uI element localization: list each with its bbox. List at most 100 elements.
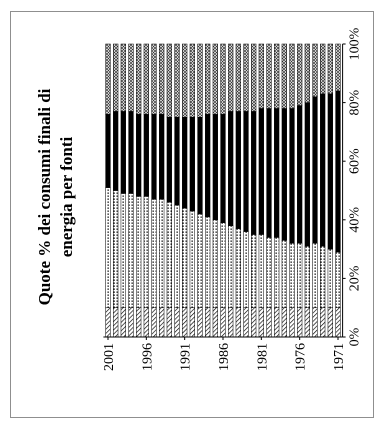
chart-title-line-1: Quote % dei consumi finali di bbox=[35, 88, 54, 305]
category-tick-label: 1981 bbox=[255, 343, 270, 371]
bar-segment-1974-s1 bbox=[312, 307, 318, 338]
bar-segment-1982-s2 bbox=[251, 234, 257, 308]
bar-segment-1988-s2 bbox=[205, 216, 211, 308]
bar-segment-1985-s3 bbox=[228, 111, 234, 226]
bar-segment-1982-s3 bbox=[251, 111, 257, 235]
bar-segment-1993-s3 bbox=[166, 117, 172, 203]
bar-segment-2001-s1 bbox=[105, 307, 111, 338]
bar-segment-1974-s4 bbox=[312, 43, 318, 97]
bar-segment-1974-s3 bbox=[312, 96, 318, 244]
bar-segment-1991-s3 bbox=[182, 117, 188, 209]
bar-segment-1984-s2 bbox=[235, 228, 241, 308]
bar-segment-1999-s1 bbox=[120, 307, 126, 338]
bar-segment-1997-s3 bbox=[136, 114, 142, 197]
category-tick-label: 1986 bbox=[217, 343, 232, 371]
bar-segment-1994-s4 bbox=[159, 43, 165, 115]
bar-segment-1999-s2 bbox=[120, 193, 126, 308]
category-tick-label: 1971 bbox=[332, 343, 347, 371]
bar-segment-1976-s3 bbox=[297, 105, 303, 244]
bar-segment-1981-s2 bbox=[258, 234, 264, 308]
bar-segment-1995-s2 bbox=[151, 199, 157, 308]
bar-segment-1998-s1 bbox=[128, 307, 134, 338]
bar-segment-1992-s2 bbox=[174, 204, 180, 308]
bar-segment-1988-s4 bbox=[205, 43, 211, 115]
bar-segment-2000-s3 bbox=[113, 111, 119, 191]
bar-segment-1973-s2 bbox=[320, 245, 326, 308]
bar-segment-1993-s2 bbox=[166, 201, 172, 308]
value-tick-label: 0% bbox=[348, 327, 363, 346]
bar-segment-1977-s3 bbox=[289, 108, 295, 244]
bar-segment-1989-s2 bbox=[197, 213, 203, 308]
bar-segment-1992-s3 bbox=[174, 117, 180, 206]
bar-segment-1998-s3 bbox=[128, 111, 134, 194]
bar-segment-1987-s4 bbox=[212, 43, 218, 115]
category-tick-label: 1991 bbox=[179, 343, 194, 371]
bar-segment-1978-s4 bbox=[281, 43, 287, 109]
bar-segment-1981-s4 bbox=[258, 43, 264, 109]
bar-segment-1990-s3 bbox=[189, 117, 195, 212]
bar-segment-1986-s2 bbox=[220, 222, 226, 308]
bar-segment-1973-s1 bbox=[320, 307, 326, 338]
bar-segment-1981-s1 bbox=[258, 307, 264, 338]
bar-segment-1971-s4 bbox=[335, 43, 341, 92]
bar-segment-1996-s1 bbox=[143, 307, 149, 338]
chart-root: Quote % dei consumi finali di energia per… bbox=[35, 27, 363, 371]
value-tick-label: 40% bbox=[348, 207, 363, 233]
bar-segment-1976-s4 bbox=[297, 43, 303, 106]
bar-segment-1981-s3 bbox=[258, 108, 264, 235]
bars-group bbox=[105, 43, 341, 338]
bar-segment-1983-s3 bbox=[243, 111, 249, 232]
bar-segment-1991-s1 bbox=[182, 307, 188, 338]
bar-segment-1986-s4 bbox=[220, 43, 226, 115]
chart-frame: Quote % dei consumi finali di energia per… bbox=[10, 11, 374, 418]
value-tick-label: 100% bbox=[348, 27, 363, 60]
bar-segment-1982-s1 bbox=[251, 307, 257, 338]
bar-segment-1989-s1 bbox=[197, 307, 203, 338]
bar-segment-1975-s3 bbox=[304, 102, 310, 247]
bar-segment-1999-s3 bbox=[120, 111, 126, 194]
bar-segment-1971-s3 bbox=[335, 90, 341, 253]
bar-segment-1996-s3 bbox=[143, 114, 149, 197]
bar-segment-1995-s1 bbox=[151, 307, 157, 338]
chart-title-line-2: energia per fonti bbox=[57, 136, 76, 257]
bar-segment-1984-s4 bbox=[235, 43, 241, 112]
bar-segment-1983-s2 bbox=[243, 231, 249, 308]
axes-group: 100% 80% 60% 40% 20% 0%1971 1976 1981 1986 1991 19… bbox=[102, 27, 363, 371]
bar-segment-1995-s3 bbox=[151, 114, 157, 200]
bar-segment-1972-s1 bbox=[327, 307, 333, 338]
bar-segment-1988-s1 bbox=[205, 307, 211, 338]
bar-segment-1979-s1 bbox=[274, 307, 280, 338]
category-tick-label: 1976 bbox=[294, 343, 309, 371]
bar-segment-1979-s3 bbox=[274, 108, 280, 238]
bar-segment-1987-s2 bbox=[212, 219, 218, 308]
chart-svg: Quote % dei consumi finali di energia per… bbox=[35, 27, 363, 371]
bar-segment-1997-s2 bbox=[136, 196, 142, 308]
bar-segment-1972-s4 bbox=[327, 43, 333, 95]
bar-segment-1988-s3 bbox=[205, 114, 211, 218]
bar-segment-2000-s4 bbox=[113, 43, 119, 112]
value-tick-label: 60% bbox=[348, 148, 363, 174]
chart-title: Quote % dei consumi finali di energia per… bbox=[35, 88, 76, 305]
value-tick-label: 20% bbox=[348, 265, 363, 291]
bar-segment-1998-s4 bbox=[128, 43, 134, 112]
bar-segment-1992-s4 bbox=[174, 43, 180, 118]
bar-segment-1997-s1 bbox=[136, 307, 142, 338]
bar-segment-1996-s4 bbox=[143, 43, 149, 115]
bar-segment-1985-s4 bbox=[228, 43, 234, 112]
bar-segment-1975-s2 bbox=[304, 245, 310, 308]
bar-segment-1977-s2 bbox=[289, 242, 295, 308]
bar-segment-1971-s2 bbox=[335, 251, 341, 308]
bar-segment-1983-s4 bbox=[243, 43, 249, 112]
bar-segment-1979-s4 bbox=[274, 43, 280, 109]
bar-segment-1977-s4 bbox=[289, 43, 295, 109]
bar-segment-1984-s1 bbox=[235, 307, 241, 338]
bar-segment-1993-s1 bbox=[166, 307, 172, 338]
bar-segment-1980-s4 bbox=[266, 43, 272, 109]
bar-segment-1995-s4 bbox=[151, 43, 157, 115]
bar-segment-2001-s2 bbox=[105, 187, 111, 308]
bar-segment-1985-s1 bbox=[228, 307, 234, 338]
bar-segment-1972-s2 bbox=[327, 248, 333, 308]
bar-segment-1971-s1 bbox=[335, 307, 341, 338]
bar-segment-1992-s1 bbox=[174, 307, 180, 338]
bar-segment-1987-s1 bbox=[212, 307, 218, 338]
